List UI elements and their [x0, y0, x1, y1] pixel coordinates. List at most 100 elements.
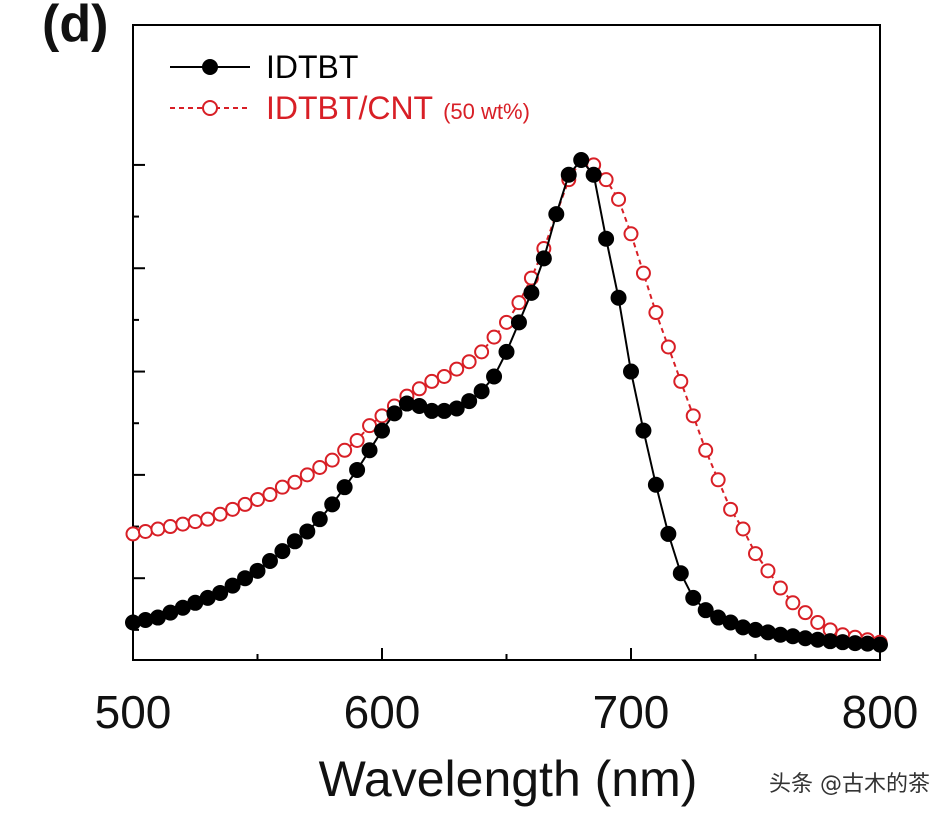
legend-marker: [202, 100, 218, 116]
data-point: [449, 361, 465, 377]
data-point: [249, 562, 266, 579]
data-point: [150, 521, 166, 537]
legend-entry-idtbt: IDTBT: [170, 49, 358, 85]
data-point: [735, 521, 751, 537]
data-point: [299, 467, 315, 483]
data-point: [312, 460, 328, 475]
data-point: [225, 501, 241, 517]
data-point: [299, 523, 316, 540]
legend-marker: [202, 59, 218, 75]
data-point: [349, 461, 366, 478]
data-point: [374, 408, 390, 424]
data-point: [685, 408, 701, 424]
data-point: [324, 452, 340, 468]
data-point: [635, 265, 651, 281]
data-point: [647, 476, 664, 493]
data-point: [237, 496, 253, 512]
data-point: [324, 496, 341, 513]
legend-label-suffix: (50 wt%): [443, 99, 530, 124]
data-point: [648, 305, 664, 321]
data-point: [872, 636, 888, 653]
data-point: [461, 393, 478, 410]
data-point: [548, 206, 565, 223]
x-tick-label: 500: [95, 686, 172, 738]
data-point: [610, 289, 627, 306]
data-point: [250, 491, 265, 507]
data-point: [573, 152, 590, 168]
legend: IDTBT IDTBT/CNT (50 wt%): [170, 49, 530, 126]
data-point: [436, 368, 452, 384]
x-tick-label: 700: [593, 686, 670, 738]
data-point: [212, 506, 228, 522]
data-point: [162, 519, 178, 535]
data-point: [175, 516, 191, 532]
data-point: [336, 479, 353, 496]
data-point: [772, 580, 788, 596]
data-point: [237, 570, 254, 587]
data-point: [137, 523, 153, 539]
data-point: [673, 373, 689, 389]
data-point: [685, 589, 702, 606]
data-point: [448, 400, 465, 417]
data-point: [287, 474, 303, 490]
data-point: [125, 526, 141, 542]
data-point: [461, 354, 477, 370]
data-point: [710, 472, 726, 488]
data-point: [286, 533, 303, 550]
data-point: [337, 442, 353, 458]
x-tick-label: 800: [842, 686, 919, 738]
data-point: [635, 422, 652, 439]
legend-label: IDTBT/CNT (50 wt%): [266, 90, 530, 126]
legend-entry-idtbt-cnt: IDTBT/CNT (50 wt%): [170, 90, 530, 126]
data-point: [510, 314, 527, 331]
data-point: [374, 422, 390, 439]
series-idtbt: [125, 152, 888, 653]
data-point: [611, 191, 627, 207]
data-point: [697, 602, 714, 619]
data-point: [748, 546, 763, 562]
data-point: [698, 442, 714, 458]
data-point: [498, 343, 515, 360]
data-point: [274, 479, 290, 495]
data-point: [723, 501, 739, 517]
watermark: 头条 @古木的茶: [769, 772, 930, 797]
data-point: [424, 373, 440, 389]
data-point: [535, 250, 552, 267]
data-point: [598, 230, 615, 247]
x-tick-label: 600: [344, 686, 421, 738]
data-point: [672, 565, 689, 582]
series-layer: [125, 152, 888, 653]
data-point: [200, 511, 216, 527]
axes: 500 600 700 800: [95, 24, 919, 738]
data-point: [486, 368, 503, 385]
data-point: [261, 552, 278, 569]
data-point: [474, 344, 490, 360]
data-point: [411, 381, 427, 397]
data-point: [511, 295, 527, 311]
data-point: [349, 432, 365, 448]
data-point: [810, 614, 826, 630]
data-point: [311, 511, 328, 528]
data-point: [660, 339, 676, 355]
data-point: [473, 383, 490, 400]
data-point: [212, 584, 229, 601]
data-point: [361, 442, 378, 459]
data-point: [187, 514, 203, 530]
data-point: [623, 363, 639, 380]
data-point: [585, 166, 602, 183]
data-point: [262, 487, 278, 503]
data-point: [623, 226, 639, 242]
data-point: [486, 329, 502, 345]
x-axis-label: Wavelength (nm): [319, 751, 698, 807]
panel-label: (d): [42, 0, 109, 53]
data-point: [785, 595, 801, 611]
data-point: [386, 405, 403, 422]
data-point: [560, 166, 577, 183]
data-point: [224, 577, 241, 594]
legend-label: IDTBT: [266, 49, 358, 85]
data-point: [760, 563, 776, 579]
data-point: [797, 605, 813, 621]
data-point: [274, 543, 291, 560]
data-point: [523, 284, 540, 301]
